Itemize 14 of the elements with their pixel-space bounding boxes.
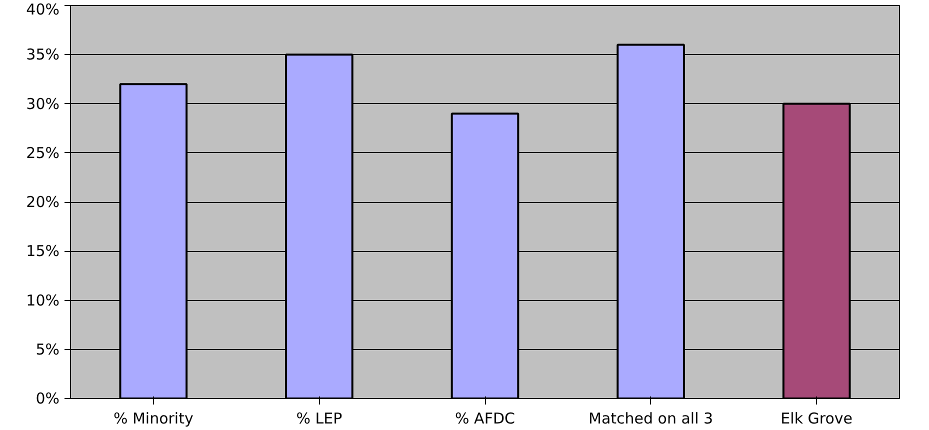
x-tick-label: Matched on all 3: [588, 410, 714, 428]
y-tick-label: 20%: [26, 193, 60, 211]
x-tick-label: % AFDC: [455, 410, 515, 428]
x-tick-label: % Minority: [113, 410, 194, 428]
y-tick-label: 25%: [26, 144, 60, 162]
y-tick-label: 35%: [26, 46, 60, 64]
y-tick-label: 0%: [36, 390, 60, 408]
y-tick-label: 30%: [26, 94, 60, 113]
y-tick-label: 10%: [26, 291, 60, 310]
x-tick-label: Elk Grove: [780, 410, 853, 428]
x-tick-label: % LEP: [296, 410, 342, 428]
y-tick-label: 40%: [26, 0, 60, 18]
y-tick-label: 15%: [26, 242, 60, 260]
y-tick-label: 5%: [36, 340, 60, 358]
